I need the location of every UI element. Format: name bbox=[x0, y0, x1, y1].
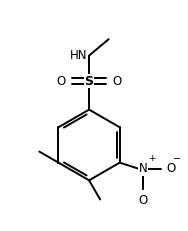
Text: O: O bbox=[113, 75, 122, 88]
Text: O: O bbox=[166, 162, 175, 176]
Text: N: N bbox=[139, 162, 148, 176]
Text: O: O bbox=[56, 75, 65, 88]
Text: O: O bbox=[139, 194, 148, 207]
Text: S: S bbox=[85, 75, 94, 88]
Text: +: + bbox=[148, 154, 156, 163]
Text: HN: HN bbox=[70, 49, 88, 62]
Text: −: − bbox=[173, 154, 181, 164]
